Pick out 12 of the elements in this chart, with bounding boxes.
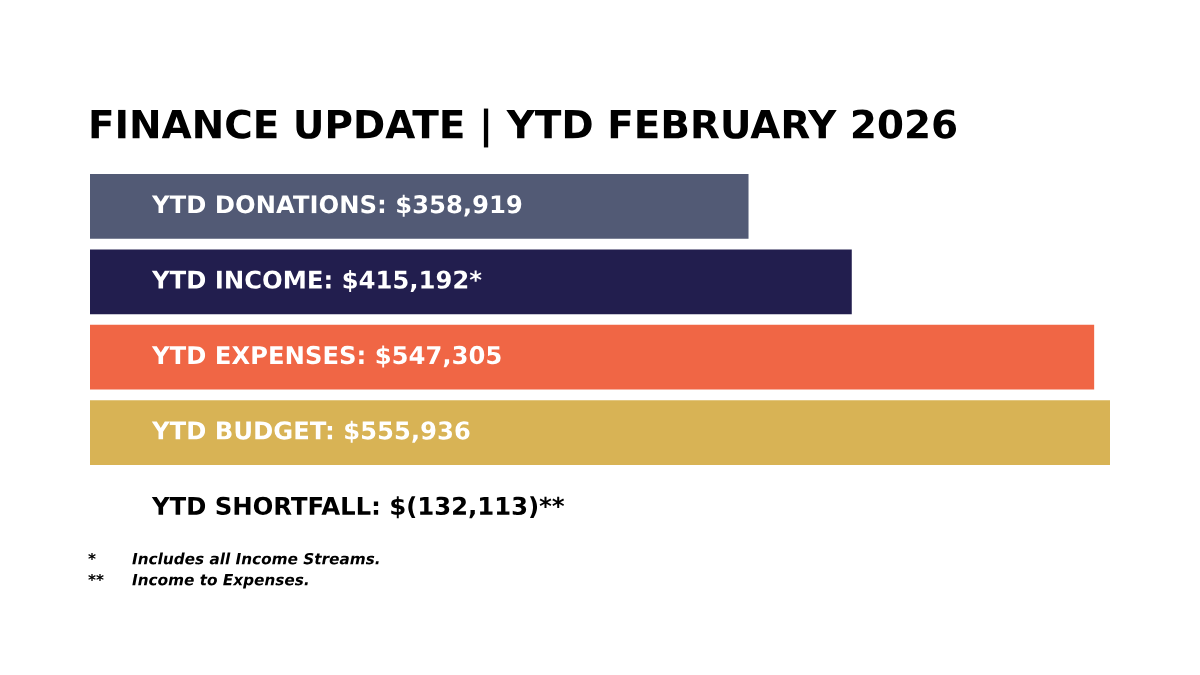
text: * Includes all Income Streams. <box>88 552 379 565</box>
bar <box>90 174 749 239</box>
bar <box>90 324 1095 390</box>
chart-title: FINANCE UPDATE | YTD FEBRUARY 2026 <box>91 108 957 148</box>
data-label: YTD EXPENSES: $547,305 <box>151 345 501 368</box>
text: ** Income to Expenses. <box>88 573 308 589</box>
data-label: YTD BUDGET: $555,936 <box>151 420 470 443</box>
data-label: YTD INCOME: $415,192* <box>151 270 482 293</box>
bar <box>90 249 852 315</box>
text: YTD SHORTFALL: $(132,113)** <box>151 496 565 519</box>
bar <box>90 400 1110 465</box>
data-label: YTD DONATIONS: $358,919 <box>151 194 522 217</box>
